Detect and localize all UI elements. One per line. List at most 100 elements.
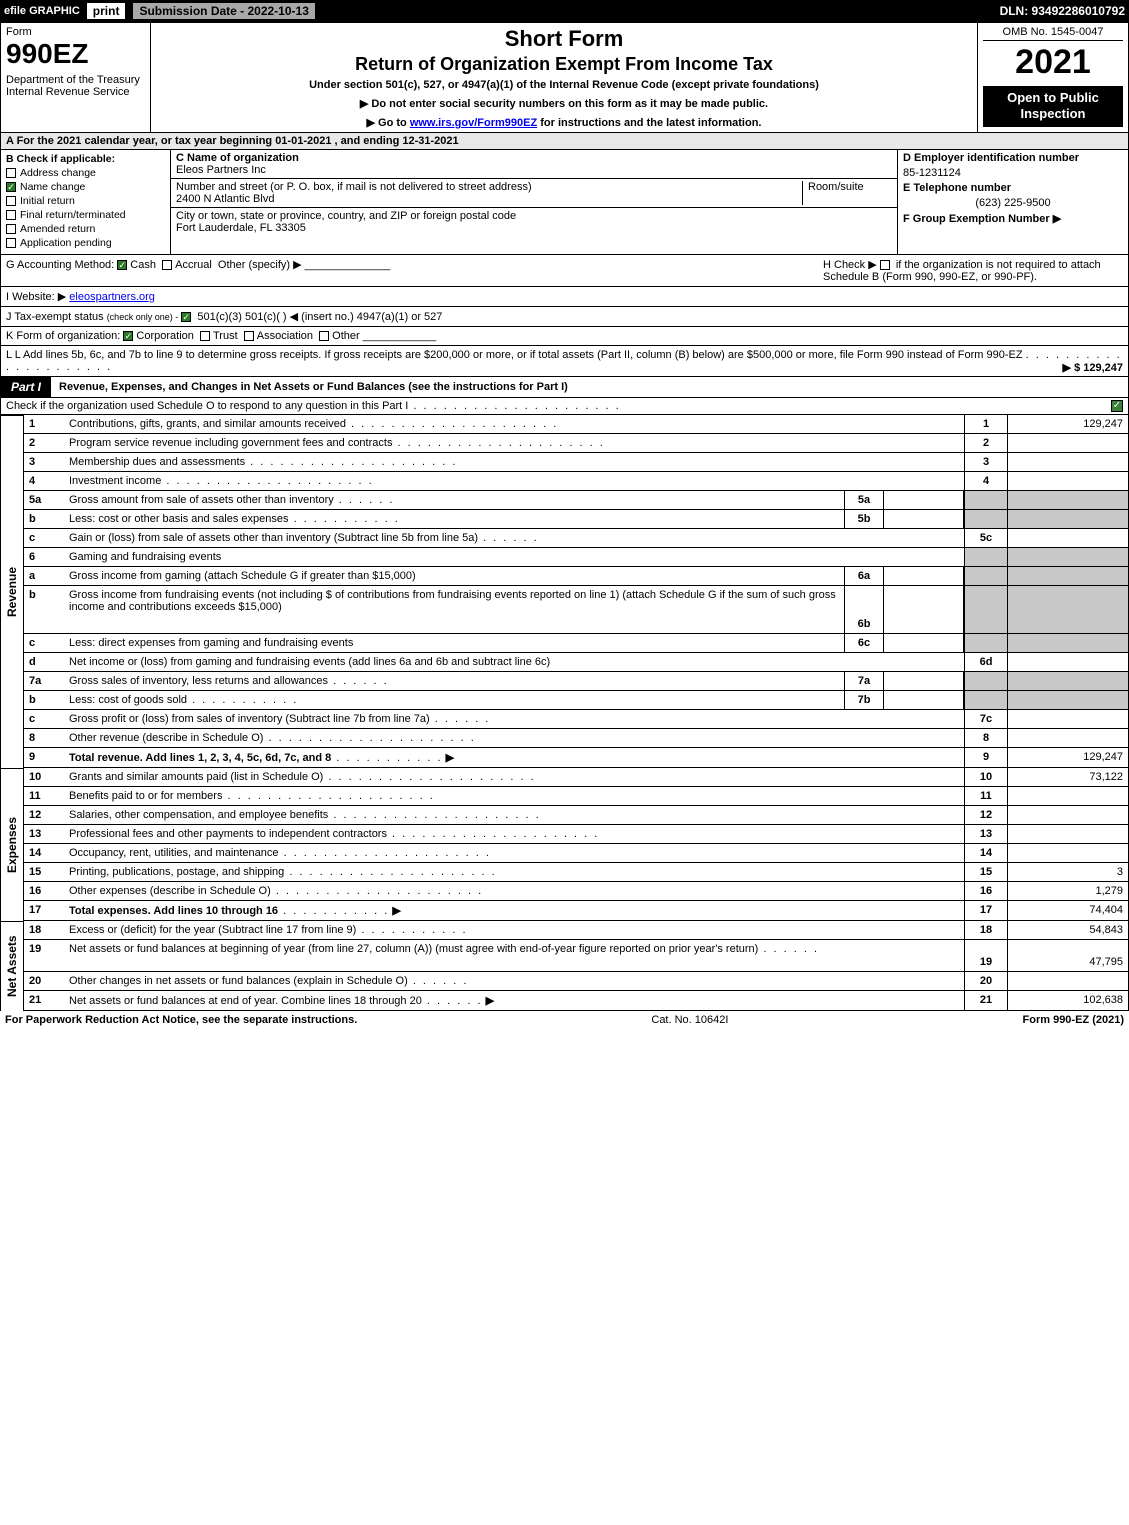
- goto-post: for instructions and the latest informat…: [537, 117, 761, 129]
- gross-receipts: ▶ $ 129,247: [1063, 361, 1123, 374]
- line-7c: cGross profit or (loss) from sales of in…: [24, 710, 1129, 729]
- ssn-warning: ▶ Do not enter social security numbers o…: [156, 97, 972, 110]
- line-7a: 7aGross sales of inventory, less returns…: [24, 672, 1129, 691]
- irs-link[interactable]: www.irs.gov/Form990EZ: [410, 117, 537, 129]
- line-a: A For the 2021 calendar year, or tax yea…: [0, 133, 1129, 150]
- department-label: Department of the Treasury Internal Reve…: [6, 74, 145, 98]
- efile-label: efile GRAPHIC: [4, 5, 80, 17]
- row-i: I Website: ▶ eleospartners.org: [0, 287, 1129, 307]
- part1-header: Part I Revenue, Expenses, and Changes in…: [0, 377, 1129, 398]
- line-15: 15Printing, publications, postage, and s…: [24, 863, 1129, 882]
- line-6a: aGross income from gaming (attach Schedu…: [24, 567, 1129, 586]
- opt-application-pending[interactable]: Application pending: [6, 237, 165, 249]
- e-phone-label: E Telephone number: [903, 182, 1011, 194]
- other-check[interactable]: [319, 331, 329, 341]
- accounting-method: G Accounting Method: Cash Accrual Other …: [6, 258, 390, 283]
- line-14: 14Occupancy, rent, utilities, and mainte…: [24, 844, 1129, 863]
- opt-initial-return[interactable]: Initial return: [6, 195, 165, 207]
- part1-tab: Part I: [1, 377, 51, 397]
- form-title-cell: Short Form Return of Organization Exempt…: [151, 23, 978, 132]
- omb-year-cell: OMB No. 1545-0047 2021 Open to Public In…: [978, 23, 1128, 132]
- section-def: D Employer identification number 85-1231…: [898, 150, 1128, 254]
- section-bcdef: B Check if applicable: Address change Na…: [0, 150, 1129, 255]
- omb-number: OMB No. 1545-0047: [983, 26, 1123, 41]
- cash-check[interactable]: [117, 260, 127, 270]
- city-label: City or town, state or province, country…: [176, 210, 516, 222]
- efile-topbar: efile GRAPHIC print Submission Date - 20…: [0, 0, 1129, 22]
- revenue-label: Revenue: [0, 415, 24, 768]
- form-label-footer: Form 990-EZ (2021): [1023, 1014, 1124, 1026]
- opt-final-return[interactable]: Final return/terminated: [6, 209, 165, 221]
- form-header: Form 990EZ Department of the Treasury In…: [0, 22, 1129, 133]
- revenue-section: Revenue 1Contributions, gifts, grants, a…: [0, 415, 1129, 768]
- accrual-check[interactable]: [162, 260, 172, 270]
- 501c3-check[interactable]: [181, 312, 191, 322]
- line-13: 13Professional fees and other payments t…: [24, 825, 1129, 844]
- part1-title: Revenue, Expenses, and Changes in Net As…: [51, 378, 1128, 396]
- street-label: Number and street (or P. O. box, if mail…: [176, 181, 532, 193]
- goto-pre: ▶ Go to: [367, 117, 410, 129]
- line-16: 16Other expenses (describe in Schedule O…: [24, 882, 1129, 901]
- line-6d: dNet income or (loss) from gaming and fu…: [24, 653, 1129, 672]
- line-8: 8Other revenue (describe in Schedule O)8: [24, 729, 1129, 748]
- h-check[interactable]: [880, 260, 890, 270]
- page-footer: For Paperwork Reduction Act Notice, see …: [0, 1011, 1129, 1029]
- line-4: 4Investment income4: [24, 472, 1129, 491]
- line-21: 21 Net assets or fund balances at end of…: [24, 991, 1129, 1011]
- expenses-section: Expenses 10Grants and similar amounts pa…: [0, 768, 1129, 921]
- l1-amount: 129,247: [1008, 415, 1128, 433]
- org-name: Eleos Partners Inc: [176, 164, 266, 176]
- section-b: B Check if applicable: Address change Na…: [1, 150, 171, 254]
- line-10: 10Grants and similar amounts paid (list …: [24, 768, 1129, 787]
- line-20: 20Other changes in net assets or fund ba…: [24, 972, 1129, 991]
- room-label: Room/suite: [808, 181, 864, 193]
- line-17: 17 Total expenses. Add lines 10 through …: [24, 901, 1129, 921]
- net-assets-eoy: 102,638: [1008, 991, 1128, 1010]
- subtitle: Under section 501(c), 527, or 4947(a)(1)…: [156, 79, 972, 91]
- goto-instructions: ▶ Go to www.irs.gov/Form990EZ for instru…: [156, 116, 972, 129]
- section-h: H Check ▶ if the organization is not req…: [823, 258, 1123, 283]
- trust-check[interactable]: [200, 331, 210, 341]
- corporation-check[interactable]: [123, 331, 133, 341]
- line-19: 19Net assets or fund balances at beginni…: [24, 940, 1129, 972]
- dln-number: DLN: 93492286010792: [1000, 4, 1125, 18]
- line-6b: bGross income from fundraising events (n…: [24, 586, 1129, 634]
- association-check[interactable]: [244, 331, 254, 341]
- f-group-label: F Group Exemption Number ▶: [903, 213, 1061, 225]
- line-5b: bLess: cost or other basis and sales exp…: [24, 510, 1129, 529]
- phone-value: (623) 225-9500: [903, 197, 1123, 209]
- section-b-label: B Check if applicable:: [6, 153, 165, 165]
- opt-amended-return[interactable]: Amended return: [6, 223, 165, 235]
- form-id-cell: Form 990EZ Department of the Treasury In…: [1, 23, 151, 132]
- line-1: 1Contributions, gifts, grants, and simil…: [24, 415, 1129, 434]
- line-18: 18Excess or (deficit) for the year (Subt…: [24, 921, 1129, 940]
- line-11: 11Benefits paid to or for members11: [24, 787, 1129, 806]
- ein-value: 85-1231124: [903, 167, 1123, 179]
- main-title: Return of Organization Exempt From Incom…: [156, 54, 972, 75]
- catalog-number: Cat. No. 10642I: [651, 1014, 728, 1026]
- c-name-label: C Name of organization: [176, 152, 299, 164]
- line-3: 3Membership dues and assessments3: [24, 453, 1129, 472]
- total-expenses: 74,404: [1008, 901, 1128, 920]
- schedo-text: Check if the organization used Schedule …: [6, 400, 621, 412]
- opt-name-change[interactable]: Name change: [6, 181, 165, 193]
- print-button[interactable]: print: [86, 2, 127, 20]
- schedo-checkbox[interactable]: ✓: [1111, 400, 1123, 412]
- schedo-line: Check if the organization used Schedule …: [0, 398, 1129, 415]
- netassets-label: Net Assets: [0, 921, 24, 1011]
- short-form-title: Short Form: [156, 26, 972, 52]
- open-to-public: Open to Public Inspection: [983, 86, 1123, 127]
- website-link[interactable]: eleospartners.org: [69, 291, 155, 303]
- line-12: 12Salaries, other compensation, and empl…: [24, 806, 1129, 825]
- org-street: 2400 N Atlantic Blvd: [176, 193, 274, 205]
- line-2: 2Program service revenue including gover…: [24, 434, 1129, 453]
- opt-address-change[interactable]: Address change: [6, 167, 165, 179]
- line-9: 9 Total revenue. Add lines 1, 2, 3, 4, 5…: [24, 748, 1129, 768]
- submission-date: Submission Date - 2022-10-13: [132, 2, 315, 20]
- line-5c: cGain or (loss) from sale of assets othe…: [24, 529, 1129, 548]
- row-l: L L Add lines 5b, 6c, and 7b to line 9 t…: [0, 346, 1129, 377]
- org-city: Fort Lauderdale, FL 33305: [176, 222, 306, 234]
- d-ein-label: D Employer identification number: [903, 152, 1079, 164]
- section-c: C Name of organization Eleos Partners In…: [171, 150, 898, 254]
- form-number: 990EZ: [6, 38, 145, 70]
